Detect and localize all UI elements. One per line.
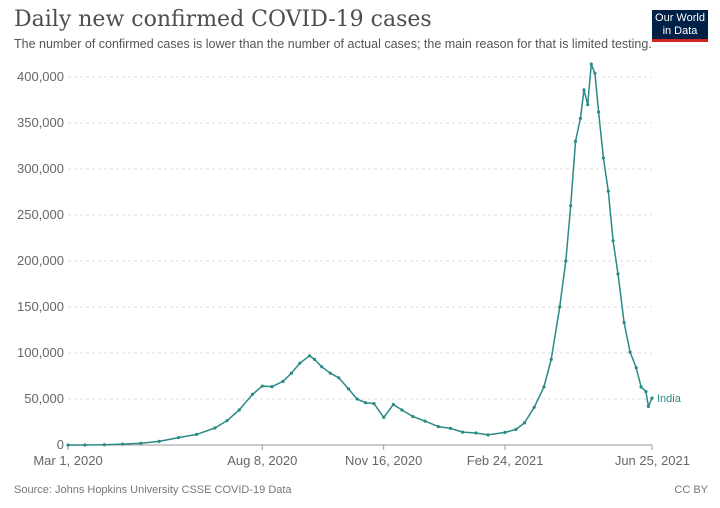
series-label-india: India bbox=[657, 393, 682, 405]
data-point bbox=[634, 366, 638, 370]
y-tick-label: 150,000 bbox=[17, 299, 64, 314]
data-point bbox=[355, 397, 359, 401]
x-tick-label: Mar 1, 2020 bbox=[33, 453, 102, 468]
chart-subtitle: The number of confirmed cases is lower t… bbox=[14, 37, 652, 51]
y-tick-label: 250,000 bbox=[17, 207, 64, 222]
data-point bbox=[542, 385, 546, 389]
data-point bbox=[400, 408, 404, 412]
x-tick-label: Jun 25, 2021 bbox=[615, 453, 690, 468]
data-point bbox=[628, 350, 632, 354]
data-point bbox=[532, 405, 536, 409]
data-point bbox=[320, 365, 324, 369]
y-tick-label: 300,000 bbox=[17, 161, 64, 176]
data-point bbox=[569, 204, 573, 208]
data-point bbox=[601, 156, 606, 160]
data-point bbox=[573, 139, 578, 143]
data-point bbox=[121, 442, 125, 446]
data-point bbox=[448, 426, 453, 430]
logo-text-line1: Our World bbox=[655, 12, 705, 24]
data-point bbox=[503, 430, 507, 434]
data-point bbox=[270, 385, 274, 389]
data-point bbox=[586, 103, 590, 107]
data-point bbox=[66, 443, 70, 447]
logo-text-line2: in Data bbox=[662, 25, 698, 37]
data-point bbox=[582, 88, 586, 92]
data-point bbox=[514, 427, 518, 431]
data-point bbox=[593, 71, 597, 75]
y-tick-label: 350,000 bbox=[17, 115, 64, 130]
data-point bbox=[616, 272, 620, 276]
data-point bbox=[622, 321, 626, 325]
data-point bbox=[411, 414, 415, 419]
chart-title: Daily new confirmed COVID-19 cases bbox=[14, 7, 432, 32]
data-point bbox=[474, 431, 478, 435]
y-tick-label: 200,000 bbox=[17, 253, 64, 268]
data-point bbox=[486, 433, 490, 437]
y-tick-label: 100,000 bbox=[17, 345, 64, 360]
data-point bbox=[176, 436, 181, 440]
data-point bbox=[346, 387, 351, 391]
y-tick-label: 50,000 bbox=[24, 391, 64, 406]
data-point bbox=[363, 401, 368, 405]
data-point bbox=[83, 443, 87, 447]
data-point bbox=[558, 305, 562, 309]
x-tick-label: Feb 24, 2021 bbox=[467, 453, 544, 468]
data-point bbox=[102, 443, 106, 447]
data-point bbox=[213, 426, 217, 430]
data-point bbox=[646, 404, 651, 408]
license-label[interactable]: CC BY bbox=[674, 484, 708, 496]
data-point bbox=[644, 390, 648, 394]
data-point bbox=[650, 396, 654, 400]
data-point bbox=[195, 432, 199, 436]
data-point bbox=[281, 379, 285, 384]
data-point bbox=[549, 357, 553, 361]
data-point bbox=[639, 385, 643, 389]
data-point bbox=[225, 419, 229, 423]
y-tick-label: 0 bbox=[57, 437, 64, 452]
data-point bbox=[328, 371, 332, 375]
data-point bbox=[312, 357, 317, 361]
data-point bbox=[606, 189, 610, 193]
source-note[interactable]: Source: Johns Hopkins University CSSE CO… bbox=[14, 484, 292, 496]
data-point bbox=[372, 402, 376, 406]
x-tick-label: Aug 8, 2020 bbox=[227, 453, 297, 468]
data-point bbox=[436, 425, 440, 429]
data-point bbox=[597, 110, 601, 114]
data-point bbox=[260, 384, 264, 388]
data-point bbox=[564, 259, 568, 263]
owid-logo[interactable]: Our World in Data bbox=[652, 10, 708, 42]
data-point bbox=[522, 421, 527, 425]
data-point bbox=[461, 430, 465, 434]
data-point bbox=[589, 62, 593, 66]
data-point bbox=[308, 354, 312, 358]
data-point bbox=[337, 376, 341, 380]
data-point bbox=[382, 415, 386, 419]
x-tick-label: Nov 16, 2020 bbox=[345, 453, 422, 468]
data-point bbox=[611, 239, 615, 243]
y-tick-label: 400,000 bbox=[17, 69, 64, 84]
data-point bbox=[298, 361, 302, 365]
data-point bbox=[423, 419, 427, 423]
data-point bbox=[237, 408, 241, 412]
data-point bbox=[157, 439, 161, 443]
data-point bbox=[391, 402, 395, 407]
data-point bbox=[139, 441, 143, 445]
series-line-india bbox=[68, 63, 653, 446]
data-point bbox=[289, 371, 293, 375]
data-point bbox=[250, 392, 255, 396]
data-point bbox=[578, 116, 583, 120]
